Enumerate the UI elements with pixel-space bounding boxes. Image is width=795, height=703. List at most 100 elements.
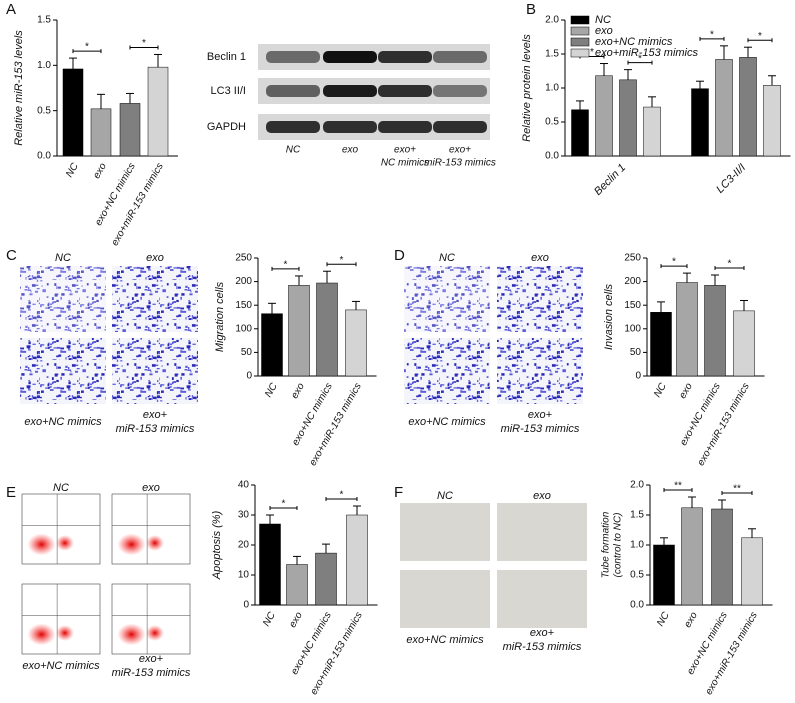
y-tick-label: 1.5 [630,510,644,521]
significance-label: * [85,42,89,53]
bar [346,514,368,606]
y-axis-label: Migration cells [214,281,226,352]
legend-swatch [570,48,590,58]
y-tick-label: 1.5 [545,49,559,60]
blot-band [266,121,320,133]
bar [650,312,672,377]
x-tick-label: exo+miR-153 mimics [696,381,752,468]
panel-letter: C [6,247,17,264]
bar [676,282,698,377]
panel-letter: A [6,1,16,18]
bar [345,309,367,377]
bar [316,282,338,377]
significance-label: * [340,255,344,266]
panel-letter: F [394,484,403,501]
y-tick-label: 30 [238,510,250,521]
image-label: NC [439,252,455,264]
blot-lane-label: exo [342,145,359,156]
blot-band [433,51,487,63]
bar [90,108,112,157]
y-tick-label: 0.0 [545,151,559,162]
significance-label: * [728,259,732,270]
image-label: exo+NC mimics [24,416,102,428]
bar [315,552,337,606]
flow-cluster [117,623,146,646]
blot-band [323,85,377,97]
image-label: exo+ [139,653,164,665]
micrograph [497,338,583,404]
blot-lane-label: miR-153 mimics [424,158,496,169]
x-tick-label: exo [677,381,695,401]
bar [715,59,733,157]
y-tick-label: 150 [235,300,252,311]
blot-lane-label: NC mimics [381,158,429,169]
significance-label: * [340,490,344,501]
y-axis-label: Apoptosis (%) [211,510,223,580]
blot-band [266,51,320,63]
bar [741,537,763,606]
blot-band [378,85,432,97]
y-tick-label: 0 [246,371,252,382]
significance-label: * [590,47,594,58]
y-tick-label: 150 [624,300,641,311]
image-label: exo+ [530,627,555,639]
significance-label: * [284,260,288,271]
bar [763,85,781,157]
y-tick-label: 50 [630,347,642,358]
significance-label: * [282,499,286,510]
bar [619,79,637,157]
x-tick-label: LC3-II/I [714,162,748,196]
micrograph [497,570,587,628]
y-tick-label: 0 [243,600,249,611]
image-label: NC [437,490,453,502]
x-tick-label: exo+miR-153 mimics [110,161,166,248]
blot-row-label: LC3 II/I [211,85,246,97]
legend-swatch [570,15,590,25]
panel-letter: E [6,484,16,501]
bar [62,68,84,157]
micrograph [497,266,583,332]
y-tick-label: 0.5 [630,570,644,581]
image-label: miR-153 mimics [503,641,582,653]
y-tick-label: 0 [635,371,641,382]
bar [691,88,709,157]
blot-band [433,85,487,97]
image-label: miR-153 mimics [112,667,191,679]
blot-row-label: Beclin 1 [207,51,246,63]
x-tick-label: NC [655,610,672,629]
bar [571,109,589,157]
y-tick-label: 100 [235,323,252,334]
blot-band [378,51,432,63]
blot-lane-label: exo+ [449,145,471,156]
bar [261,313,283,377]
y-tick-label: 250 [235,253,252,264]
flow-cluster [55,625,74,641]
x-tick-label: exo [289,381,307,401]
bar [704,285,726,377]
blot-band [323,51,377,63]
legend-label: exo [595,25,613,37]
micrograph [112,266,198,332]
y-tick-label: 0.5 [545,117,559,128]
y-tick-label: 200 [235,276,252,287]
x-tick-label: NC [64,161,81,180]
legend-label: exo+miR-153 mimics [595,47,698,59]
y-tick-label: 1.0 [545,83,559,94]
x-tick-label: exo+miR-153 mimics [308,381,364,468]
significance-label: * [672,257,676,268]
legend-label: exo+NC mimics [595,36,673,48]
micrograph [404,266,490,332]
significance-label: * [142,38,146,49]
y-tick-label: 2.0 [545,15,559,26]
micrograph [404,338,490,404]
x-tick-label: exo [287,610,305,630]
bar [681,507,703,606]
blot-band [433,121,487,133]
legend-label: NC [595,14,611,26]
bar [653,544,675,606]
micrograph [400,503,490,561]
image-label: miR-153 mimics [116,423,195,435]
y-axis-label: Relative protein levels [521,34,533,142]
micrograph [497,503,587,561]
